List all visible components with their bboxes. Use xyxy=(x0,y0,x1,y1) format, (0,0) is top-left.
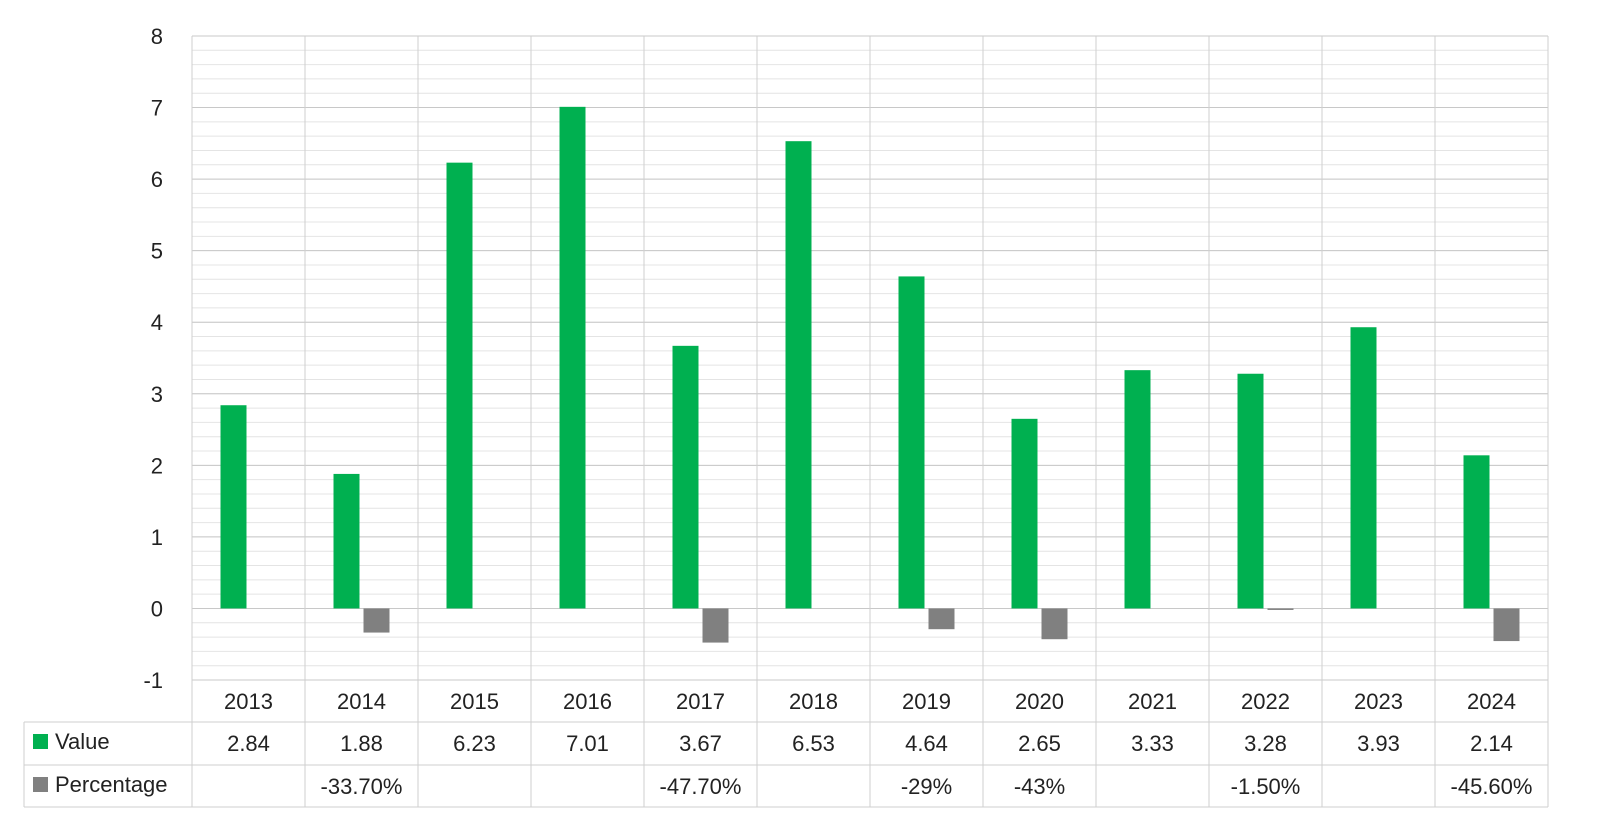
legend-label-value: Value xyxy=(55,729,110,754)
bar-percentage xyxy=(1267,608,1294,610)
table-cell-value: 3.33 xyxy=(1131,731,1174,756)
table-cell-percentage: -43% xyxy=(1014,774,1065,799)
y-tick-label: -1 xyxy=(143,668,163,693)
x-tick-label: 2023 xyxy=(1354,689,1403,714)
bar-value xyxy=(1463,455,1490,609)
x-tick-label: 2019 xyxy=(902,689,951,714)
bar-value xyxy=(1011,418,1038,609)
bar-value xyxy=(220,405,247,609)
x-tick-label: 2016 xyxy=(563,689,612,714)
bar-value xyxy=(1124,370,1151,609)
x-tick-label: 2014 xyxy=(337,689,386,714)
y-tick-label: 0 xyxy=(151,596,163,621)
bar-value xyxy=(333,473,360,609)
bar-value xyxy=(1350,327,1377,609)
table-cell-percentage: -1.50% xyxy=(1231,774,1301,799)
table-cell-value: 3.93 xyxy=(1357,731,1400,756)
x-tick-label: 2022 xyxy=(1241,689,1290,714)
table-cell-value: 2.14 xyxy=(1470,731,1513,756)
y-tick-label: 5 xyxy=(151,239,163,264)
y-tick-label: 1 xyxy=(151,525,163,550)
bar-percentage xyxy=(928,608,955,630)
bar-value xyxy=(559,106,586,609)
y-tick-label: 4 xyxy=(151,310,163,335)
legend-key-percentage xyxy=(33,777,48,792)
legend-label-percentage: Percentage xyxy=(55,772,168,797)
table-cell-percentage: -47.70% xyxy=(660,774,742,799)
table-cell-percentage: -29% xyxy=(901,774,952,799)
table-cell-value: 7.01 xyxy=(566,731,609,756)
y-tick-label: 8 xyxy=(151,24,163,49)
bar-value xyxy=(1237,373,1264,609)
table-cell-value: 2.65 xyxy=(1018,731,1061,756)
x-tick-label: 2015 xyxy=(450,689,499,714)
x-tick-label: 2013 xyxy=(224,689,273,714)
table-cell-value: 2.84 xyxy=(227,731,270,756)
x-tick-label: 2021 xyxy=(1128,689,1177,714)
table-cell-value: 6.53 xyxy=(792,731,835,756)
table-cell-percentage: -45.60% xyxy=(1451,774,1533,799)
table-cell-value: 1.88 xyxy=(340,731,383,756)
x-tick-label: 2018 xyxy=(789,689,838,714)
bar-percentage xyxy=(702,608,729,643)
bar-percentage xyxy=(1493,608,1520,642)
y-tick-label: 2 xyxy=(151,453,163,478)
legend-key-value xyxy=(33,734,48,749)
y-tick-label: 7 xyxy=(151,96,163,121)
x-tick-label: 2024 xyxy=(1467,689,1516,714)
x-tick-label: 2017 xyxy=(676,689,725,714)
y-tick-label: 3 xyxy=(151,382,163,407)
table-cell-value: 6.23 xyxy=(453,731,496,756)
bar-percentage xyxy=(363,608,390,633)
table-cell-value: 3.28 xyxy=(1244,731,1287,756)
bar-value xyxy=(898,276,925,609)
bar-value xyxy=(785,141,812,609)
bar-percentage xyxy=(1041,608,1068,640)
table-cell-percentage: -33.70% xyxy=(321,774,403,799)
y-tick-label: 6 xyxy=(151,167,163,192)
table-cell-value: 3.67 xyxy=(679,731,722,756)
x-tick-label: 2020 xyxy=(1015,689,1064,714)
bar-value xyxy=(672,345,699,609)
bar-value xyxy=(446,162,473,609)
table-cell-value: 4.64 xyxy=(905,731,948,756)
